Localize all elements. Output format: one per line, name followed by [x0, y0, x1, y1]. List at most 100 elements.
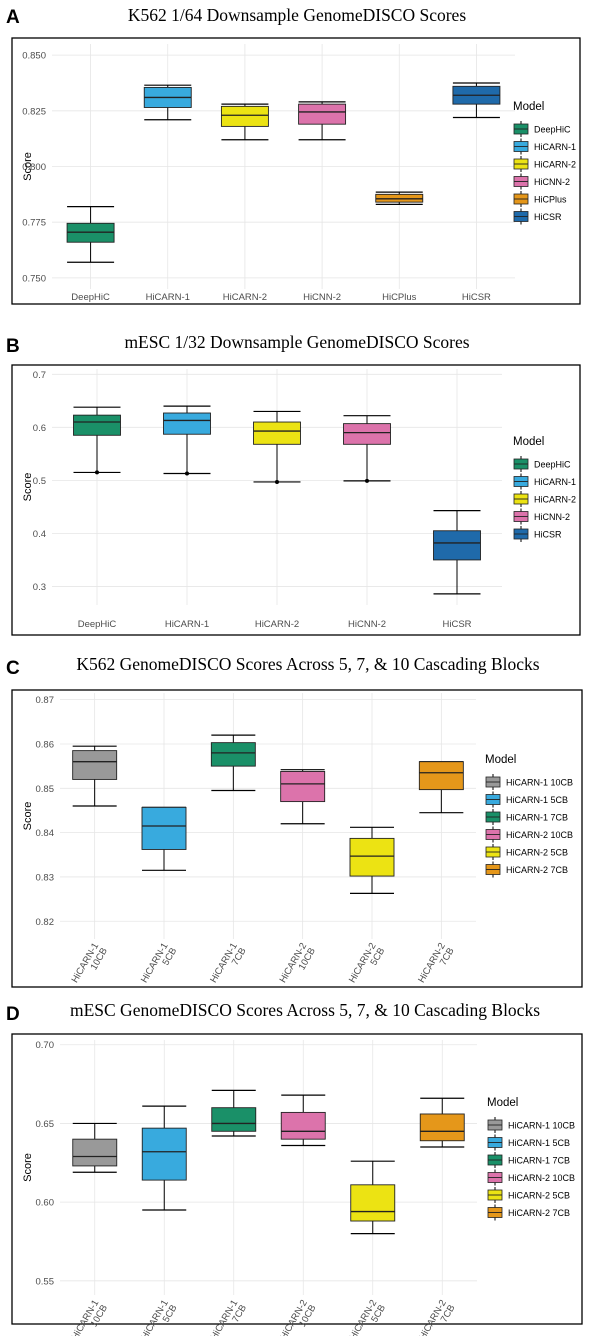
legend-item: HiCARN-2 5CB	[485, 844, 568, 860]
x-tick-label: DeepHiC	[78, 619, 117, 630]
y-axis-label: Score	[22, 802, 34, 831]
outlier-point	[95, 470, 99, 475]
outlier-point	[185, 471, 189, 476]
gridlines	[60, 693, 476, 939]
panel-frame	[11, 1033, 583, 1325]
x-tick-label: HiCARN-1	[165, 619, 209, 630]
legend: Model HiCARN-1 10CB HiCARN-1 5CB HiCARN-1 7…	[487, 1097, 575, 1221]
legend-label: HiCARN-2 10CB	[508, 1173, 575, 1183]
box-hicarn-1-7cb	[210, 734, 256, 792]
box-hicnn-2	[343, 415, 391, 482]
legend-label: HiCARN-1	[534, 477, 576, 487]
legend-label: HiCARN-1 7CB	[508, 1156, 570, 1166]
x-tick-label: HiCARN-17CB	[208, 941, 248, 990]
legend-label: DeepHiC	[534, 125, 571, 135]
legend-title: Model	[485, 754, 516, 766]
legend-label: HiCARN-1 5CB	[506, 795, 568, 805]
legend-item: HiCPlus	[513, 191, 567, 207]
y-tick-label: 0.5	[33, 476, 46, 487]
box-iqr	[280, 1111, 326, 1140]
panel-frame	[11, 689, 583, 988]
legend-label: DeepHiC	[534, 460, 571, 470]
y-tick-label: 0.7	[33, 370, 46, 381]
legend-item: HiCARN-2 7CB	[485, 861, 568, 878]
y-axis: 0.55 0.60 0.65 0.70	[36, 1040, 55, 1287]
y-tick-label: 0.750	[22, 273, 46, 284]
panel-frame	[11, 364, 581, 636]
legend-label: HiCSR	[534, 212, 562, 222]
y-tick-label: 0.55	[36, 1276, 55, 1287]
y-tick-label: 0.85	[36, 784, 55, 795]
box-hicnn-2	[298, 101, 347, 141]
y-axis-label: Score	[22, 152, 34, 181]
legend-item: HiCARN-1 5CB	[485, 791, 568, 808]
box-iqr	[343, 423, 391, 445]
box-iqr	[141, 806, 187, 850]
legend-item: HiCNN-2	[513, 173, 570, 190]
panel-c: C K562 GenomeDISCO Scores Across 5, 7, & …	[6, 654, 583, 990]
box-hicarn-1-10cb	[72, 745, 118, 807]
legend-title: Model	[487, 1097, 518, 1109]
legend-label: HiCARN-2 7CB	[506, 865, 568, 875]
boxes	[66, 82, 501, 263]
y-tick-label: 0.84	[36, 828, 55, 839]
legend-label: HiCNN-2	[534, 512, 570, 522]
x-axis: HiCARN-110CB HiCARN-15CB HiCARN-17CB HiCARN…	[70, 941, 457, 990]
boxes	[73, 405, 481, 595]
legend-item: HiCARN-1 10CB	[487, 1117, 575, 1133]
box-hicplus	[375, 191, 424, 205]
legend-item: HiCARN-2 7CB	[487, 1204, 570, 1221]
legend-label: HiCARN-1	[534, 142, 576, 152]
y-axis: 0.750 0.775 0.800 0.825 0.850	[22, 51, 46, 285]
box-iqr	[73, 414, 121, 436]
gridlines	[60, 1040, 477, 1295]
y-axis: 0.82 0.83 0.84 0.85 0.86 0.87	[36, 695, 55, 928]
panel-a: A K562 1/64 Downsample GenomeDISCO Scores…	[6, 5, 581, 305]
legend-item: HiCARN-2	[513, 491, 576, 507]
box-iqr	[253, 421, 301, 445]
gridlines	[52, 44, 515, 289]
box-hicarn-1-5cb	[141, 1105, 187, 1211]
box-iqr	[163, 412, 211, 435]
x-tick-label: HiCSR	[442, 619, 471, 630]
box-deephic	[73, 406, 121, 474]
box-iqr	[220, 105, 269, 127]
box-iqr	[141, 1127, 187, 1181]
box-hicarn-2-10cb	[280, 1094, 326, 1147]
y-axis: 0.3 0.4 0.5 0.6 0.7	[33, 370, 46, 593]
legend-item: HiCARN-2 10CB	[487, 1169, 575, 1186]
x-tick-label: HiCARN-1	[146, 292, 190, 303]
panel-letter: D	[6, 1004, 20, 1025]
legend-item: HiCARN-2 5CB	[487, 1187, 570, 1203]
legend-item: HiCARN-1 5CB	[487, 1134, 570, 1151]
panel-frame	[11, 37, 581, 305]
chart-title: mESC GenomeDISCO Scores Across 5, 7, & 1…	[70, 1000, 540, 1020]
x-tick-label: HiCARN-110CB	[70, 941, 110, 990]
x-tick-label: HiCARN-2	[223, 292, 267, 303]
y-tick-label: 0.3	[33, 582, 46, 593]
legend-label: HiCARN-1 7CB	[506, 813, 568, 823]
legend-label: HiCARN-2	[534, 495, 576, 505]
x-axis: DeepHiC HiCARN-1 HiCARN-2 HiCNN-2 HiCSR	[78, 619, 472, 630]
legend-label: HiCARN-2 5CB	[506, 848, 568, 858]
box-hicarn-2-7cb	[419, 1097, 465, 1148]
y-tick-label: 0.850	[22, 51, 46, 62]
box-iqr	[210, 742, 256, 767]
box-iqr	[72, 1138, 118, 1167]
box-hicarn-1-7cb	[211, 1089, 257, 1137]
legend-label: HiCARN-2 7CB	[508, 1208, 570, 1218]
y-tick-label: 0.4	[33, 529, 46, 540]
y-tick-label: 0.60	[36, 1198, 55, 1209]
x-tick-label: HiCARN-25CB	[348, 1298, 388, 1336]
box-iqr	[350, 1184, 396, 1222]
box-hicarn-1	[163, 405, 211, 475]
boxes	[72, 1089, 465, 1235]
x-tick-label: HiCARN-27CB	[416, 941, 456, 990]
y-tick-label: 0.825	[22, 106, 46, 117]
legend-item: HiCARN-2	[513, 156, 576, 172]
x-tick-label: HiCARN-210CB	[278, 1298, 318, 1336]
legend-item: HiCARN-1	[513, 473, 576, 490]
